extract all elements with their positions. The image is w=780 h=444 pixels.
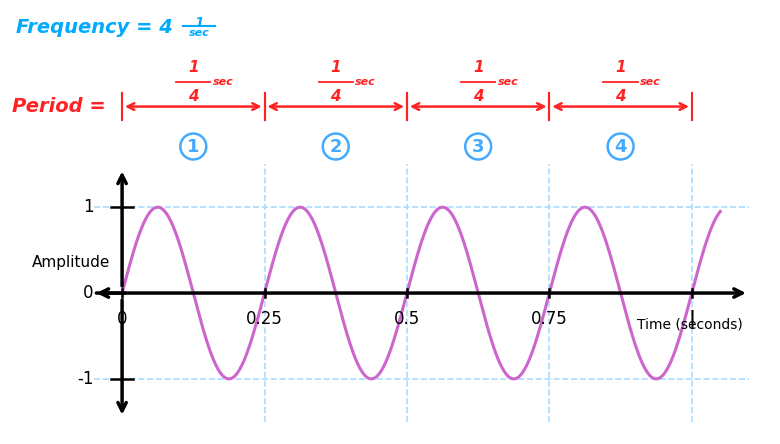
Text: 4: 4	[615, 138, 627, 155]
Text: 0: 0	[83, 284, 94, 302]
Text: Time (seconds): Time (seconds)	[637, 317, 743, 331]
Text: sec: sec	[189, 28, 209, 38]
Text: 4: 4	[473, 89, 484, 104]
Text: 1: 1	[83, 198, 94, 216]
Text: 4: 4	[615, 89, 626, 104]
Text: 1: 1	[194, 16, 204, 30]
Text: 1: 1	[473, 60, 484, 75]
Text: 4: 4	[188, 89, 199, 104]
Text: 1: 1	[188, 60, 199, 75]
Text: sec: sec	[498, 77, 519, 87]
Text: sec: sec	[640, 77, 661, 87]
Text: 1: 1	[615, 60, 626, 75]
Text: sec: sec	[355, 77, 376, 87]
Text: 1: 1	[331, 60, 341, 75]
Text: 4: 4	[331, 89, 341, 104]
Text: 1: 1	[187, 138, 200, 155]
Text: 0.25: 0.25	[246, 310, 283, 328]
Text: 0.75: 0.75	[531, 310, 568, 328]
Text: 0.5: 0.5	[394, 310, 420, 328]
Text: 0: 0	[117, 310, 127, 328]
Text: sec: sec	[213, 77, 233, 87]
Text: 3: 3	[472, 138, 484, 155]
Text: 2: 2	[329, 138, 342, 155]
Text: Period =: Period =	[12, 97, 105, 116]
Text: Frequency = 4: Frequency = 4	[16, 18, 172, 37]
Text: |: |	[688, 310, 695, 329]
Text: -1: -1	[77, 370, 94, 388]
Text: Amplitude: Amplitude	[32, 255, 110, 270]
